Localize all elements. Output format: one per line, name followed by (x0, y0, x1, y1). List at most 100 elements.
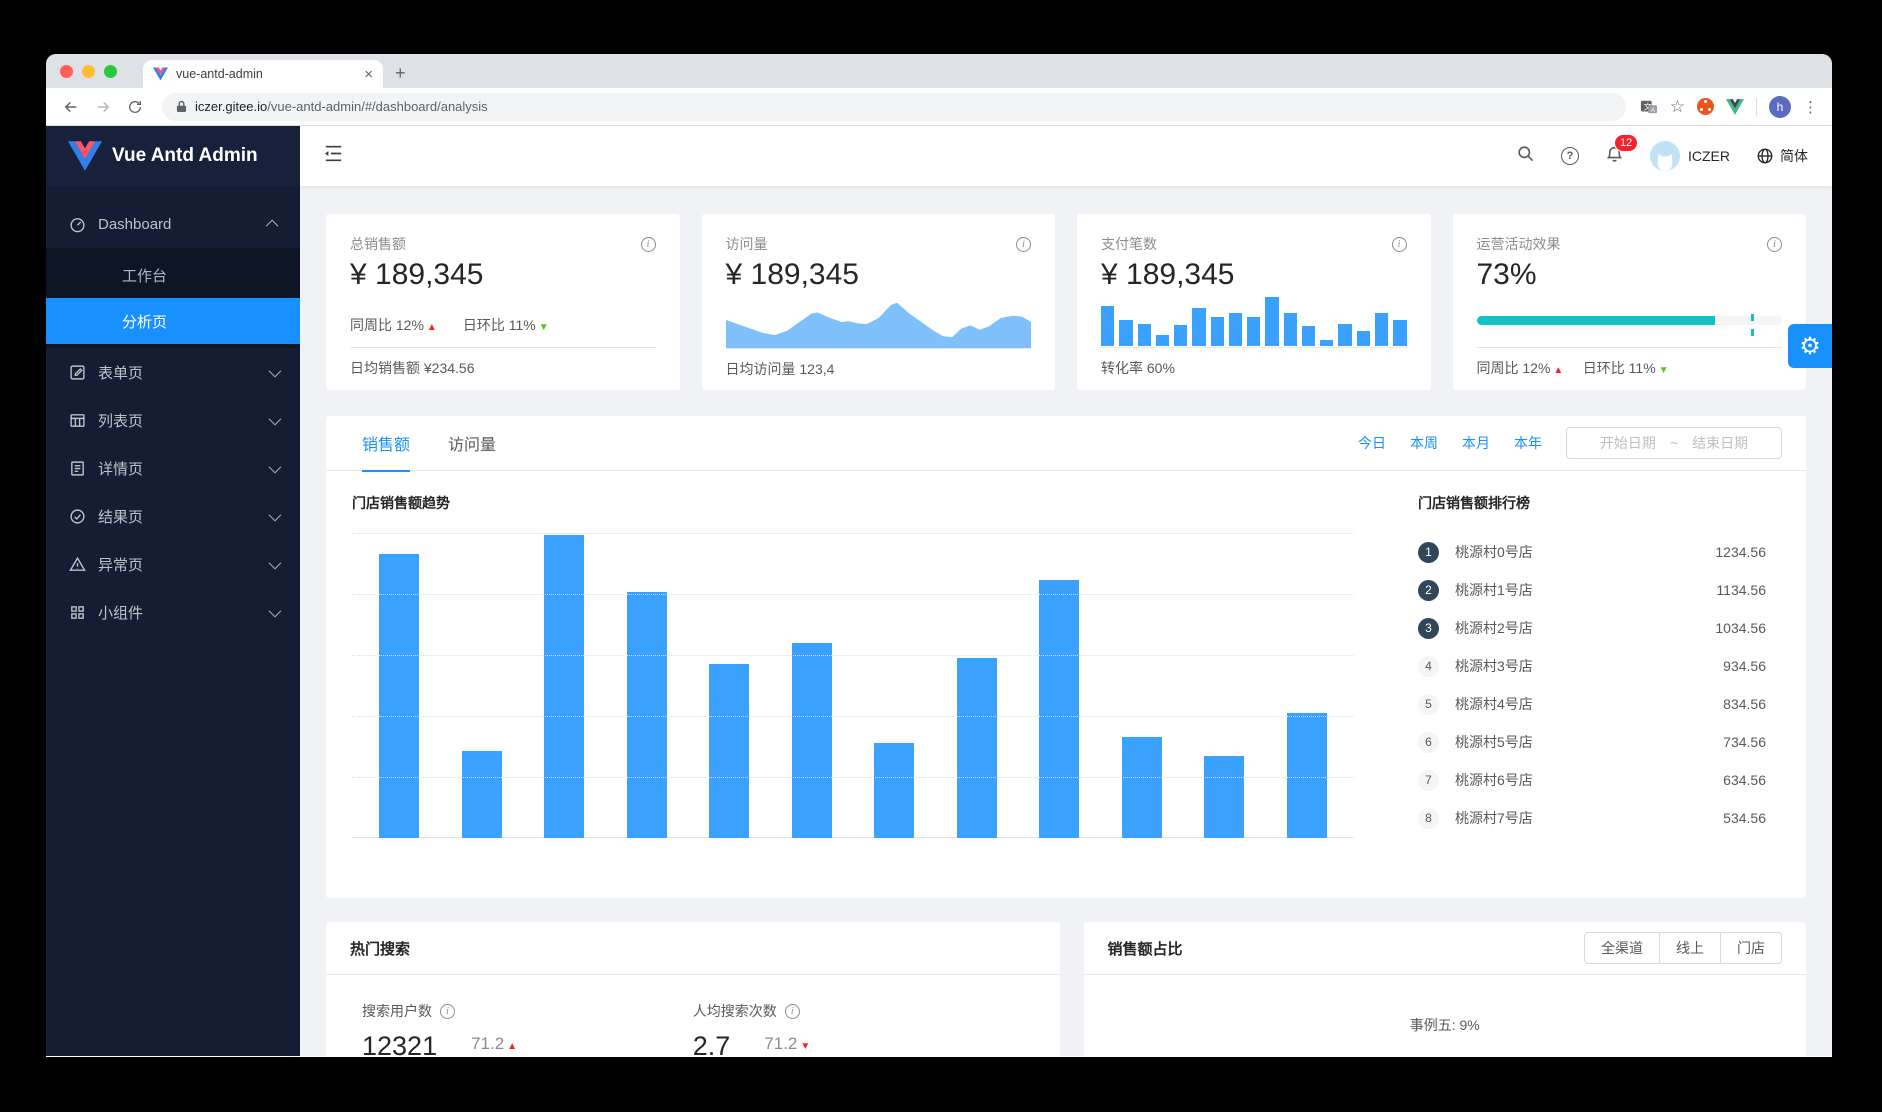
tab-sales[interactable]: 销售额 (362, 416, 411, 472)
channel-radio-group: 全渠道 线上 门店 (1584, 932, 1782, 964)
new-tab-button[interactable]: + (395, 63, 406, 83)
stat-card-effect: 运营活动效果 i 73% (1452, 214, 1806, 390)
sidebar-item-label: 小组件 (98, 604, 144, 622)
close-window-button[interactable] (60, 64, 73, 78)
trend-tabs: 销售额 访问量 今日 本周 本月 本年 开始日期 ~ 结束日期 (326, 416, 1806, 472)
channel-online-button[interactable]: 线上 (1660, 932, 1721, 964)
metric-delta: 71.2 ▼ (764, 1034, 811, 1053)
settings-fab[interactable]: ⚙ (1788, 324, 1832, 368)
tab-close-icon[interactable]: × (364, 65, 373, 83)
range-week[interactable]: 本周 (1410, 435, 1438, 451)
back-icon[interactable] (58, 94, 84, 120)
store-name: 桃源村5号店 (1455, 734, 1533, 750)
sidebar-logo[interactable]: Vue Antd Admin (46, 126, 300, 186)
forward-icon[interactable] (90, 94, 116, 120)
browser-toolbar: iczer.gitee.io/vue-antd-admin/#/dashboar… (46, 88, 1832, 126)
card-title: 运营活动效果 (1476, 236, 1561, 252)
store-name: 桃源村7号店 (1455, 810, 1533, 826)
info-icon[interactable]: i (640, 236, 656, 252)
gear-icon: ⚙ (1799, 332, 1821, 360)
app-root: Vue Antd Admin Dashboard 工作台 分析页 (46, 126, 1832, 1056)
panel-title: 热门搜索 (350, 940, 411, 958)
stat-card-row: 总销售额 i ¥ 189,345 同周比 12% ▲ 日环比 11% ▼ 日均销售额… (326, 214, 1806, 390)
chrome-menu-icon[interactable]: ⋮ (1803, 98, 1818, 116)
chrome-profile-avatar[interactable]: h (1769, 95, 1791, 118)
down-triangle-icon: ▼ (538, 322, 549, 333)
user-menu[interactable]: ICZER (1650, 141, 1730, 171)
sidebar-item-workbench[interactable]: 工作台 (46, 252, 300, 298)
date-start-placeholder: 开始日期 (1599, 435, 1656, 451)
sidebar-item-label: 列表页 (98, 412, 144, 430)
ranking-row: 6 桃源村5号店 734.56 (1418, 723, 1766, 761)
mini-bar (1393, 319, 1407, 346)
sidebar-item-widget[interactable]: 小组件 (46, 588, 300, 636)
sidebar-item-analysis[interactable]: 分析页 (46, 298, 300, 344)
bookmark-star-icon[interactable]: ☆ (1669, 96, 1685, 116)
card-value: 73% (1476, 258, 1537, 291)
store-value: 934.56 (1723, 658, 1766, 674)
sidebar-item-list[interactable]: 列表页 (46, 396, 300, 444)
trend-indicators: 同周比 12% ▲ 日环比 11% ▼ (350, 315, 549, 347)
tab-visits[interactable]: 访问量 (448, 437, 497, 454)
bar (709, 664, 750, 838)
rank-badge: 6 (1418, 731, 1439, 753)
metric-search-users: 搜索用户数 i 12321 71.2 ▲ (362, 1001, 693, 1056)
range-month[interactable]: 本月 (1462, 435, 1490, 451)
store-name: 桃源村4号店 (1455, 696, 1533, 712)
metric-delta: 71.2 ▲ (471, 1034, 518, 1053)
ranking-row: 1 桃源村0号店 1234.56 (1418, 533, 1766, 571)
language-switcher[interactable]: 简体 (1756, 146, 1808, 166)
store-name: 桃源村0号店 (1455, 544, 1533, 560)
sidebar-item-form[interactable]: 表单页 (46, 348, 300, 396)
notification-bell[interactable]: 12 (1605, 133, 1639, 169)
sidebar-item-dashboard[interactable]: Dashboard (46, 200, 300, 248)
minimize-window-button[interactable] (82, 64, 95, 78)
browser-tab[interactable]: vue-antd-admin × (143, 60, 383, 88)
reload-icon[interactable] (122, 94, 148, 120)
card-title: 总销售额 (350, 236, 406, 252)
visits-area-chart (725, 302, 1031, 348)
date-range-picker[interactable]: 开始日期 ~ 结束日期 (1566, 427, 1782, 459)
search-icon[interactable] (1516, 144, 1535, 168)
url-bar[interactable]: iczer.gitee.io/vue-antd-admin/#/dashboar… (162, 92, 1626, 121)
extension-orange-icon[interactable] (1697, 98, 1714, 115)
date-end-placeholder: 结束日期 (1692, 435, 1749, 451)
range-year[interactable]: 本年 (1514, 435, 1542, 451)
svg-text:A: A (1651, 106, 1656, 113)
channel-store-button[interactable]: 门店 (1721, 932, 1782, 964)
url-text: iczer.gitee.io/vue-antd-admin/#/dashboar… (195, 99, 488, 114)
rank-badge: 4 (1418, 655, 1439, 677)
range-today[interactable]: 今日 (1358, 435, 1386, 451)
sidebar-item-label: 详情页 (98, 460, 144, 478)
chevron-down-icon (268, 364, 282, 377)
chevron-down-icon (268, 556, 282, 569)
info-icon[interactable]: i (1016, 236, 1031, 252)
menu-fold-icon[interactable] (324, 145, 343, 167)
info-icon[interactable]: i (1391, 236, 1407, 252)
ranking-row: 8 桃源村7号店 534.56 (1418, 799, 1766, 837)
channel-all-button[interactable]: 全渠道 (1584, 932, 1660, 964)
vue-devtools-icon[interactable] (1726, 98, 1744, 115)
lock-icon (176, 100, 187, 112)
main-column: ? 12 ICZER 简体 (300, 126, 1832, 1056)
bar (544, 534, 585, 838)
metric-label: 人均搜索次数 (692, 1003, 777, 1019)
rank-badge: 8 (1418, 807, 1439, 829)
info-icon[interactable]: i (440, 1003, 455, 1019)
zoom-window-button[interactable] (104, 64, 117, 78)
rank-badge: 1 (1418, 541, 1439, 563)
mini-bar (1192, 307, 1206, 346)
card-value: ¥ 189,345 (350, 258, 484, 291)
info-icon[interactable]: i (784, 1003, 800, 1019)
help-icon[interactable]: ? (1561, 147, 1579, 165)
gridline (352, 533, 1354, 534)
chevron-down-icon (268, 460, 282, 473)
sidebar-item-exception[interactable]: 异常页 (46, 540, 300, 588)
info-icon[interactable]: i (1767, 236, 1782, 252)
bar (791, 642, 832, 838)
globe-icon (1757, 148, 1773, 164)
sidebar-item-result[interactable]: 结果页 (46, 492, 300, 540)
sidebar-item-detail[interactable]: 详情页 (46, 444, 300, 492)
metric-value: 12321 (362, 1031, 438, 1056)
